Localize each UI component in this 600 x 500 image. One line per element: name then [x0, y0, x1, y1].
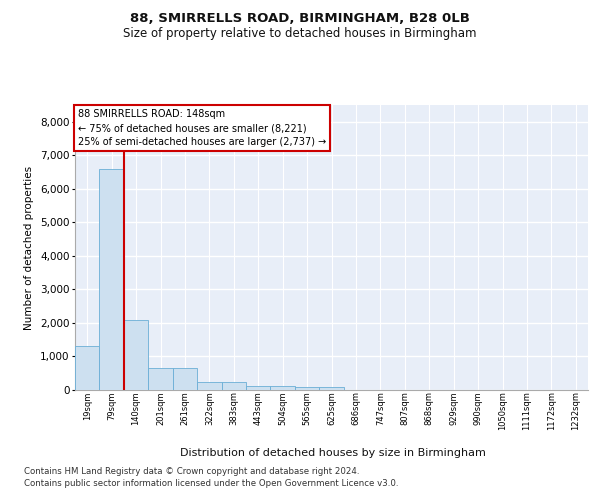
Text: Distribution of detached houses by size in Birmingham: Distribution of detached houses by size …: [180, 448, 486, 458]
Bar: [124, 320, 148, 390]
Bar: [173, 368, 197, 390]
Bar: [246, 386, 271, 390]
Bar: [197, 382, 221, 390]
Bar: [319, 387, 344, 390]
Text: 88, SMIRRELLS ROAD, BIRMINGHAM, B28 0LB: 88, SMIRRELLS ROAD, BIRMINGHAM, B28 0LB: [130, 12, 470, 26]
Bar: [271, 386, 295, 390]
Text: Contains public sector information licensed under the Open Government Licence v3: Contains public sector information licen…: [24, 479, 398, 488]
Bar: [100, 170, 124, 390]
Text: Size of property relative to detached houses in Birmingham: Size of property relative to detached ho…: [123, 28, 477, 40]
Bar: [148, 368, 173, 390]
Text: 88 SMIRRELLS ROAD: 148sqm
← 75% of detached houses are smaller (8,221)
25% of se: 88 SMIRRELLS ROAD: 148sqm ← 75% of detac…: [77, 110, 326, 148]
Bar: [295, 388, 319, 390]
Text: Contains HM Land Registry data © Crown copyright and database right 2024.: Contains HM Land Registry data © Crown c…: [24, 468, 359, 476]
Y-axis label: Number of detached properties: Number of detached properties: [25, 166, 34, 330]
Bar: [221, 382, 246, 390]
Bar: [75, 346, 100, 390]
